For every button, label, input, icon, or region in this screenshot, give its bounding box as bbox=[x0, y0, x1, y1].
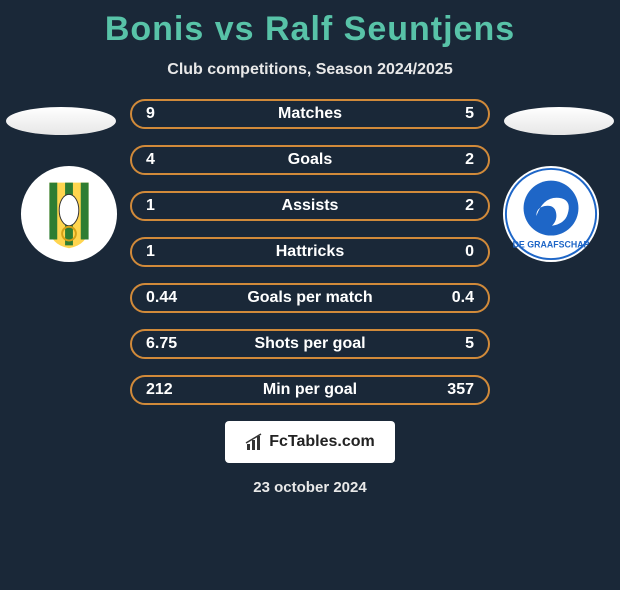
stat-label: Shots per goal bbox=[190, 335, 430, 353]
stat-right-value: 2 bbox=[430, 197, 474, 215]
flag-left-placeholder bbox=[6, 107, 116, 135]
subtitle: Club competitions, Season 2024/2025 bbox=[0, 61, 620, 79]
stat-row: 0.44Goals per match0.4 bbox=[130, 283, 490, 313]
flag-right-placeholder bbox=[504, 107, 614, 135]
stat-left-value: 9 bbox=[146, 105, 190, 123]
bars-icon bbox=[245, 432, 265, 452]
stat-right-value: 0 bbox=[430, 243, 474, 261]
stat-label: Min per goal bbox=[190, 381, 430, 399]
stat-left-value: 0.44 bbox=[146, 289, 190, 307]
stat-left-value: 6.75 bbox=[146, 335, 190, 353]
stat-label: Matches bbox=[190, 105, 430, 123]
stat-row: 6.75Shots per goal5 bbox=[130, 329, 490, 359]
stat-row: 1Hattricks0 bbox=[130, 237, 490, 267]
stat-label: Hattricks bbox=[190, 243, 430, 261]
stat-label: Goals per match bbox=[190, 289, 430, 307]
brand-logo: FcTables.com bbox=[225, 421, 395, 463]
stats-container: 9Matches54Goals21Assists21Hattricks00.44… bbox=[130, 99, 490, 405]
stat-left-value: 4 bbox=[146, 151, 190, 169]
club-right-logo: DE GRAAFSCHAP bbox=[502, 165, 600, 263]
stat-right-value: 5 bbox=[430, 335, 474, 353]
stat-row: 1Assists2 bbox=[130, 191, 490, 221]
stat-row: 212Min per goal357 bbox=[130, 375, 490, 405]
stat-right-value: 2 bbox=[430, 151, 474, 169]
stat-label: Assists bbox=[190, 197, 430, 215]
svg-text:DE GRAAFSCHAP: DE GRAAFSCHAP bbox=[513, 239, 590, 249]
date-text: 23 october 2024 bbox=[0, 479, 620, 496]
stat-left-value: 1 bbox=[146, 197, 190, 215]
stat-right-value: 5 bbox=[430, 105, 474, 123]
stat-left-value: 1 bbox=[146, 243, 190, 261]
brand-text: FcTables.com bbox=[269, 433, 375, 451]
club-left-logo bbox=[20, 165, 118, 263]
stat-row: 4Goals2 bbox=[130, 145, 490, 175]
stat-label: Goals bbox=[190, 151, 430, 169]
page-title: Bonis vs Ralf Seuntjens bbox=[0, 10, 620, 49]
comparison-content: DE GRAAFSCHAP 9Matches54Goals21Assists21… bbox=[0, 99, 620, 405]
stat-left-value: 212 bbox=[146, 381, 190, 399]
stat-row: 9Matches5 bbox=[130, 99, 490, 129]
stat-right-value: 357 bbox=[430, 381, 474, 399]
stat-right-value: 0.4 bbox=[430, 289, 474, 307]
